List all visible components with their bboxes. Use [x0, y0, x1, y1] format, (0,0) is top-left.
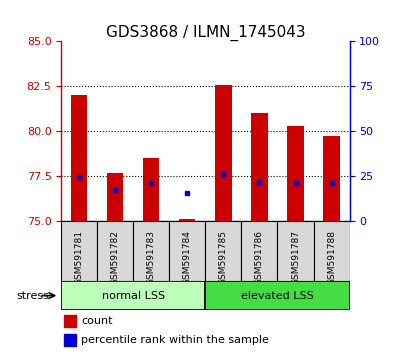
Text: elevated LSS: elevated LSS [241, 291, 314, 301]
Text: GSM591786: GSM591786 [255, 230, 264, 285]
Text: normal LSS: normal LSS [102, 291, 165, 301]
Text: stress: stress [17, 291, 49, 301]
Bar [107, 172, 123, 221]
Text: GSM591785: GSM591785 [219, 230, 228, 285]
Bar [134, 221, 169, 281]
Bar [64, 315, 76, 327]
Bar [251, 113, 267, 221]
Bar [71, 95, 87, 221]
Bar [277, 221, 314, 281]
Bar [215, 85, 231, 221]
Text: GSM591781: GSM591781 [75, 230, 84, 285]
Bar [64, 334, 76, 346]
Text: GSM591787: GSM591787 [291, 230, 300, 285]
Bar [179, 219, 196, 221]
Bar [143, 158, 160, 221]
Bar [241, 221, 277, 281]
Text: percentile rank within the sample: percentile rank within the sample [81, 335, 269, 345]
Text: GSM591788: GSM591788 [327, 230, 336, 285]
Bar [205, 281, 350, 310]
Bar [61, 281, 205, 310]
Bar [205, 221, 241, 281]
Bar [61, 221, 97, 281]
Text: GSM591783: GSM591783 [147, 230, 156, 285]
Bar [324, 136, 340, 221]
Bar [288, 126, 304, 221]
Title: GDS3868 / ILMN_1745043: GDS3868 / ILMN_1745043 [105, 24, 305, 41]
Text: count: count [81, 316, 113, 326]
Text: GSM591782: GSM591782 [111, 230, 120, 285]
Bar [97, 221, 134, 281]
Text: GSM591784: GSM591784 [183, 230, 192, 285]
Bar [314, 221, 350, 281]
Bar [169, 221, 205, 281]
